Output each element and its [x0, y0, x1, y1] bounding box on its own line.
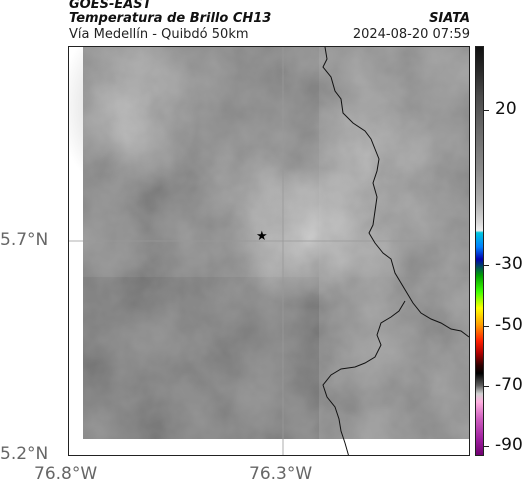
colorbar-tick [484, 265, 489, 266]
region-label: Vía Medellín - Quibdó 50km [69, 27, 249, 42]
product-title: Temperatura de Brillo CH13 [69, 11, 272, 26]
lon-label: 76.3°W [249, 464, 313, 484]
satellite-image [69, 47, 469, 455]
lat-label: 5.2°N [0, 444, 49, 464]
lat-label: 5.7°N [0, 230, 49, 250]
colorbar-label: 20 [495, 99, 517, 119]
department-border-south [322, 300, 406, 455]
lon-label: 76.8°W [34, 464, 98, 484]
colorbar [475, 46, 484, 456]
colorbar-tick [484, 326, 489, 327]
department-border [322, 47, 469, 338]
star-icon: ★ [256, 229, 268, 244]
colorbar-label: -30 [495, 254, 523, 274]
colorbar-label: -70 [495, 375, 523, 395]
colorbar-tick [484, 446, 489, 447]
colorbar-label: -90 [495, 435, 523, 455]
organization-label: SIATA [429, 11, 470, 26]
colorbar-tick [484, 386, 489, 387]
colorbar-tick [484, 110, 489, 111]
map-panel[interactable]: ★ [68, 46, 470, 456]
timestamp: 2024-08-20 07:59 [352, 27, 470, 42]
colorbar-label: -50 [495, 315, 523, 335]
satellite-name: GOES-EAST [69, 0, 152, 12]
